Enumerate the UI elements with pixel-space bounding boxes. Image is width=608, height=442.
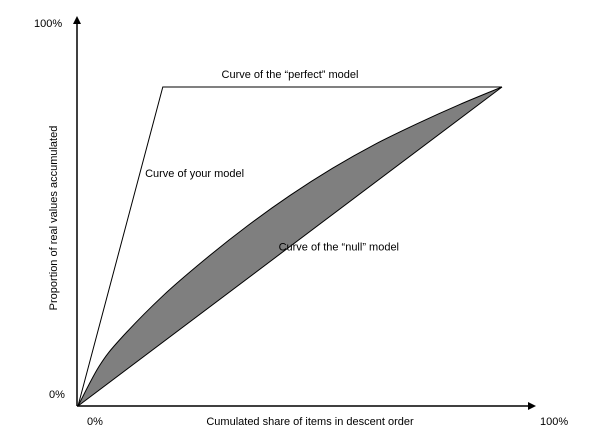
y-axis-label: Proportion of real values accumulated [48, 126, 60, 311]
annotation-perfect-model: Curve of the “perfect” model [222, 69, 359, 81]
annotation-null-model: Curve of the “null” model [279, 242, 399, 254]
x-tick-label-max: 100% [540, 416, 568, 428]
x-axis-label: Cumulated share of items in descent orde… [206, 416, 414, 428]
y-tick-label-max: 100% [34, 18, 62, 30]
null-model-curve [77, 86, 503, 407]
annotation-your-model: Curve of your model [145, 168, 244, 180]
perfect-model-curve [77, 86, 502, 407]
x-tick-label-min: 0% [87, 416, 103, 428]
your-model-curve [77, 86, 503, 407]
y-tick-label-min: 0% [49, 389, 65, 401]
